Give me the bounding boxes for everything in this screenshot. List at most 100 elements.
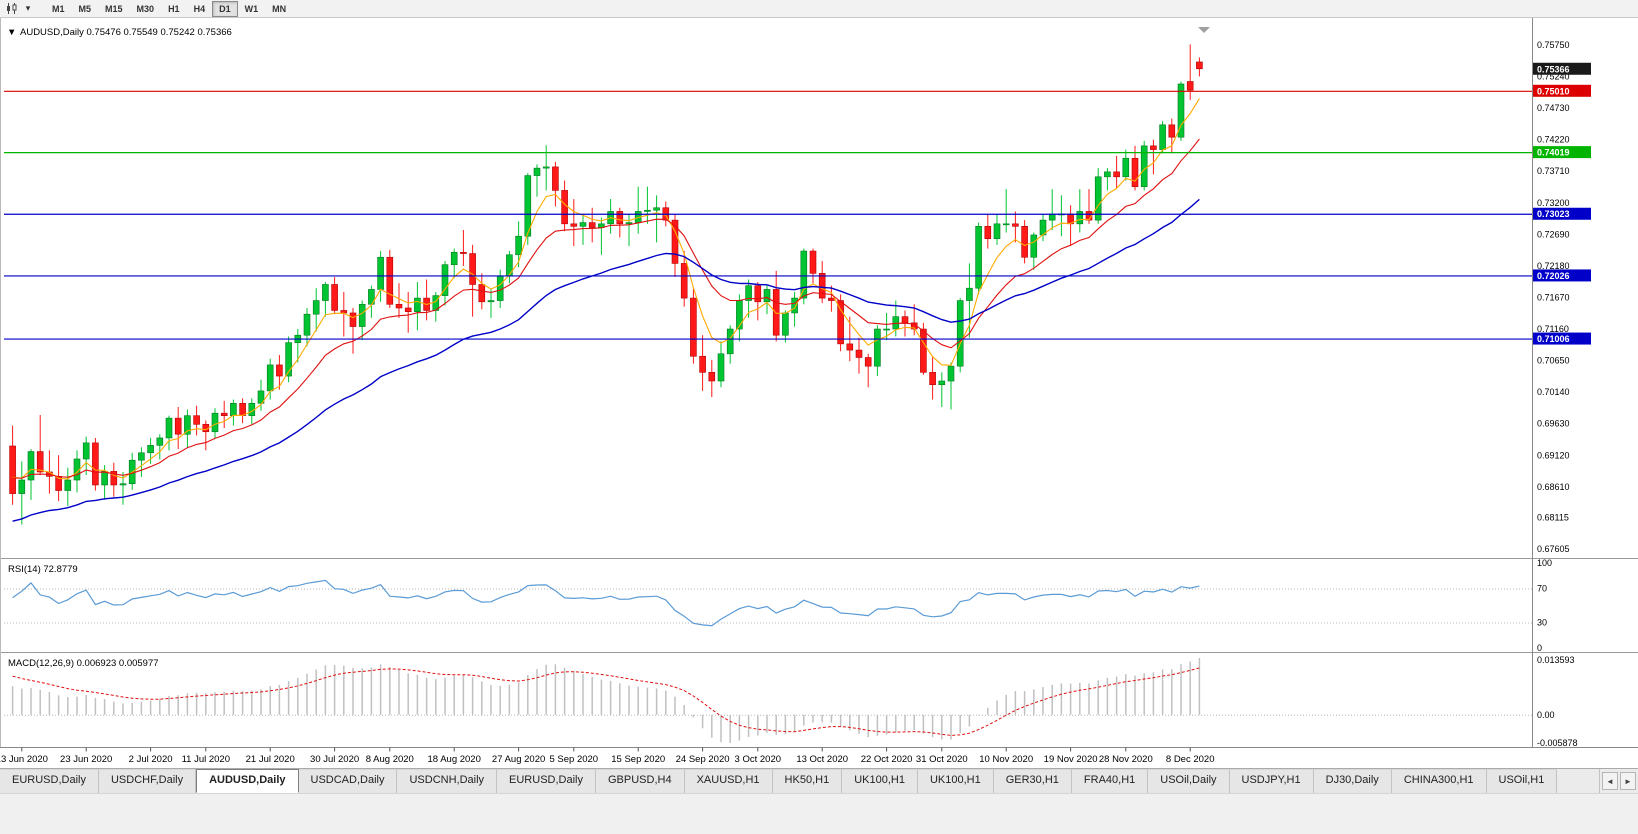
- svg-text:0.71670: 0.71670: [1537, 292, 1570, 302]
- chart-render-layer: 0.75750 0.75240 0.74730 0.74220 0.73710 0.732…: [0, 18, 1638, 765]
- timeframe-m30-button[interactable]: M30: [136, 3, 155, 14]
- timeframe-h1-button[interactable]: H1: [168, 3, 180, 14]
- tab-usoil-daily[interactable]: USOil,Daily: [1148, 769, 1230, 793]
- tab-scroll-left-icon[interactable]: ◄: [1602, 772, 1618, 790]
- svg-text:21 Jul 2020: 21 Jul 2020: [246, 754, 295, 765]
- chart-area: 0.75750 0.75240 0.74730 0.74220 0.73710 0.732…: [0, 18, 1638, 768]
- svg-text:0: 0: [1537, 643, 1542, 653]
- svg-text:0.75750: 0.75750: [1537, 40, 1570, 50]
- level-blue-1-price-tag[interactable]: 0.73023: [1533, 207, 1591, 220]
- tab-usdcad-daily[interactable]: USDCAD,Daily: [298, 769, 398, 793]
- tab-hk50-h1[interactable]: HK50,H1: [772, 769, 843, 793]
- tab-xauusd-h1[interactable]: XAUUSD,H1: [684, 769, 773, 793]
- frame-layer: [0, 18, 1638, 748]
- svg-text:0.69630: 0.69630: [1537, 419, 1570, 429]
- tab-scroll-arrows: ◄ ►: [1599, 769, 1638, 793]
- current-price-tag[interactable]: 0.75366: [1533, 62, 1591, 75]
- svg-text:31 Oct 2020: 31 Oct 2020: [916, 754, 968, 765]
- tab-dj30-daily[interactable]: DJ30,Daily: [1313, 769, 1392, 793]
- svg-text:18 Aug 2020: 18 Aug 2020: [428, 754, 481, 765]
- timeframe-mn-button[interactable]: MN: [272, 3, 287, 14]
- svg-text:0.68610: 0.68610: [1537, 482, 1570, 492]
- chart-collapse-arrow-icon[interactable]: ▼: [7, 27, 16, 38]
- chart-ohlc-legend: AUDUSD,Daily 0.75476 0.75549 0.75242 0.7…: [20, 27, 232, 38]
- svg-text:0.73200: 0.73200: [1537, 198, 1570, 208]
- svg-text:0.70650: 0.70650: [1537, 356, 1570, 366]
- timeframe-m15-button[interactable]: M15: [105, 3, 123, 14]
- moving-averages-layer: [12, 98, 1200, 522]
- macd-legend: MACD(12,26,9) 0.006923 0.005977: [8, 658, 159, 669]
- svg-text:13 Jun 2020: 13 Jun 2020: [0, 754, 48, 765]
- tab-eurusd-daily[interactable]: EURUSD,Daily: [0, 769, 99, 793]
- chart-tabs: EURUSD,Daily USDCHF,Daily AUDUSD,Daily USDC…: [0, 768, 1638, 793]
- tab-uk100-h1[interactable]: UK100,H1: [917, 769, 994, 793]
- support-green-price-tag[interactable]: 0.74019: [1533, 146, 1591, 159]
- tab-gbpusd-h4[interactable]: GBPUSD,H4: [596, 769, 685, 793]
- timeframe-toolbar: ▾ M1 M5 M15 M30 H1 H4 D1 W1 MN: [0, 0, 1638, 18]
- svg-text:0.73710: 0.73710: [1537, 166, 1570, 176]
- timeframe-h4-button[interactable]: H4: [193, 3, 206, 14]
- price-axis-labels: 0.75750 0.75240 0.74730 0.74220 0.73710 0.732…: [1537, 40, 1570, 554]
- level-blue-2-price-tag[interactable]: 0.72026: [1533, 269, 1591, 282]
- svg-text:8 Aug 2020: 8 Aug 2020: [366, 754, 414, 765]
- tab-uk100-h1[interactable]: UK100,H1: [842, 769, 918, 793]
- svg-text:0.72180: 0.72180: [1537, 261, 1570, 271]
- tab-china300-h1[interactable]: CHINA300,H1: [1391, 769, 1487, 793]
- chart-canvas[interactable]: 0.75750 0.75240 0.74730 0.74220 0.73710 0.732…: [0, 18, 1638, 768]
- svg-text:19 Nov 2020: 19 Nov 2020: [1044, 754, 1098, 765]
- tab-audusd-daily[interactable]: AUDUSD,Daily: [196, 769, 299, 793]
- svg-text:-0.005878: -0.005878: [1537, 738, 1578, 748]
- svg-text:28 Nov 2020: 28 Nov 2020: [1099, 754, 1153, 765]
- svg-text:100: 100: [1537, 558, 1552, 568]
- svg-text:3 Oct 2020: 3 Oct 2020: [735, 754, 781, 765]
- svg-text:27 Aug 2020: 27 Aug 2020: [492, 754, 545, 765]
- tab-usdcnh-daily[interactable]: USDCNH,Daily: [397, 769, 498, 793]
- svg-text:0.74019: 0.74019: [1537, 148, 1570, 158]
- rsi-legend: RSI(14) 72.8779: [8, 564, 78, 575]
- svg-text:15 Sep 2020: 15 Sep 2020: [611, 754, 665, 765]
- timeframe-d1-button[interactable]: D1: [212, 0, 238, 17]
- svg-text:0.75366: 0.75366: [1537, 64, 1570, 74]
- tab-usdchf-daily[interactable]: USDCHF,Daily: [98, 769, 197, 793]
- horizontal-levels-layer[interactable]: [4, 90, 1533, 340]
- candlestick-chart-icon[interactable]: [4, 2, 18, 16]
- svg-text:0.013593: 0.013593: [1537, 655, 1575, 665]
- svg-text:0.72690: 0.72690: [1537, 229, 1570, 239]
- svg-text:0.69120: 0.69120: [1537, 450, 1570, 460]
- chart-dropdown-icon[interactable]: ▾: [25, 3, 31, 13]
- svg-text:0.71160: 0.71160: [1537, 324, 1569, 334]
- svg-text:10 Nov 2020: 10 Nov 2020: [979, 754, 1033, 765]
- svg-text:0.71006: 0.71006: [1537, 334, 1570, 344]
- toolbar-icon-group: ▾: [4, 2, 35, 16]
- svg-text:30: 30: [1537, 618, 1547, 628]
- svg-text:0.68115: 0.68115: [1537, 512, 1569, 522]
- resistance-red-price-tag[interactable]: 0.75010: [1533, 84, 1591, 97]
- status-bar: [0, 793, 1638, 834]
- level-blue-3-price-tag[interactable]: 0.71006: [1533, 332, 1591, 345]
- tab-eurusd-daily[interactable]: EURUSD,Daily: [497, 769, 596, 793]
- timeframe-buttons: M1 M5 M15 M30 H1 H4 D1 W1 MN: [45, 0, 293, 17]
- timeframe-w1-button[interactable]: W1: [244, 3, 259, 14]
- tab-scroll-right-icon[interactable]: ►: [1620, 772, 1636, 790]
- svg-text:0.74220: 0.74220: [1537, 135, 1570, 145]
- tab-fra40-h1[interactable]: FRA40,H1: [1071, 769, 1149, 793]
- macd-layer: [11, 658, 1201, 743]
- tab-usoil-h1[interactable]: USOil,H1: [1486, 769, 1558, 793]
- rsi-line-layer: [12, 579, 1200, 627]
- candles-layer: [9, 44, 1203, 525]
- svg-text:70: 70: [1537, 584, 1547, 594]
- chart-shift-marker[interactable]: [1198, 27, 1210, 33]
- chart-tabs-strip: EURUSD,Daily USDCHF,Daily AUDUSD,Daily USDC…: [0, 769, 1558, 793]
- price-tags-layer: 0.75366 0.75010 0.74019 0.73023 0.72026 0.710…: [1533, 62, 1591, 345]
- svg-text:13 Oct 2020: 13 Oct 2020: [796, 754, 848, 765]
- svg-text:0.75240: 0.75240: [1537, 72, 1570, 82]
- tab-usdjpy-h1[interactable]: USDJPY,H1: [1229, 769, 1314, 793]
- indicator-axis-labels: 100 70 30 0 0.013593 0.00 -0.005878: [1537, 558, 1578, 748]
- svg-text:23 Jun 2020: 23 Jun 2020: [60, 754, 112, 765]
- svg-text:22 Oct 2020: 22 Oct 2020: [861, 754, 913, 765]
- time-axis-labels: 13 Jun 2020 23 Jun 2020 2 Jul 2020 11 Jul 2…: [0, 747, 1214, 765]
- tab-ger30-h1[interactable]: GER30,H1: [993, 769, 1072, 793]
- timeframe-m1-button[interactable]: M1: [52, 3, 65, 14]
- svg-text:30 Jul 2020: 30 Jul 2020: [310, 754, 359, 765]
- timeframe-m5-button[interactable]: M5: [78, 3, 92, 14]
